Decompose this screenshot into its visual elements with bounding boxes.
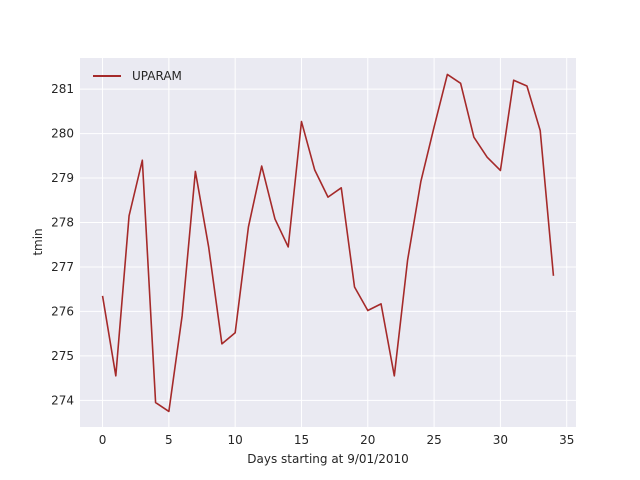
series-group [101,73,555,413]
x-tick-label: 10 [228,433,243,447]
x-axis-label: Days starting at 9/01/2010 [247,452,408,466]
y-tick-label: 278 [51,215,74,229]
grid-lines [80,58,576,427]
x-tick-label: 15 [294,433,309,447]
x-tick-label: 25 [426,433,441,447]
legend: UPARAM [93,69,182,83]
tick-labels: 0 5 10 15 20 25 30 35 274 275 276 277 278 279 280 281 [51,82,574,447]
y-tick-label: 275 [51,349,74,363]
series-line-uparam [101,73,555,413]
y-tick-label: 279 [51,171,74,185]
y-tick-label: 281 [51,82,74,96]
x-tick-label: 5 [165,433,173,447]
plot-background [80,58,576,427]
x-tick-label: 0 [99,433,107,447]
x-tick-label: 20 [360,433,375,447]
legend-label-uparam: UPARAM [132,69,182,83]
x-tick-label: 35 [559,433,574,447]
y-tick-label: 277 [51,260,74,274]
y-tick-label: 276 [51,304,74,318]
y-axis-label: tmin [31,228,45,255]
y-tick-label: 274 [51,393,74,407]
x-tick-label: 30 [493,433,508,447]
y-tick-label: 280 [51,127,74,141]
